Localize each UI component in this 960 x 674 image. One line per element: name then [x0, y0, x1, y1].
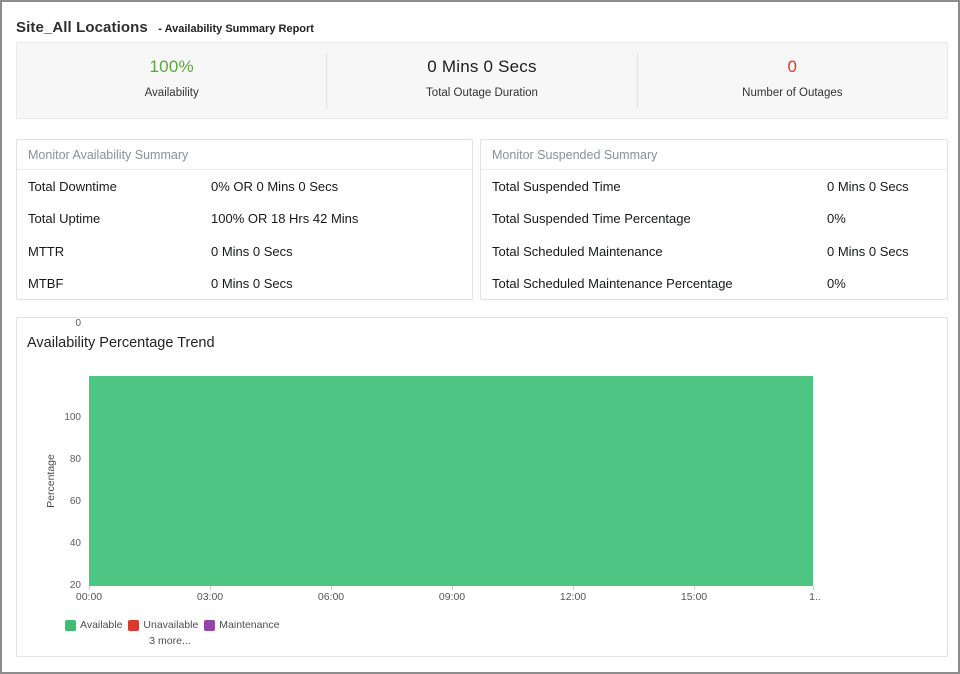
panel-body: Total Suspended Time 0 Mins 0 Secs Total…: [481, 170, 947, 300]
row-value: 0%: [827, 276, 846, 292]
panel-title: Monitor Suspended Summary: [481, 140, 947, 170]
x-tick-label: 12:00: [559, 591, 587, 603]
legend-item-maintenance[interactable]: Maintenance: [204, 619, 279, 631]
page-title: Site_All Locations: [16, 19, 148, 36]
table-row: Total Suspended Time Percentage 0%: [492, 203, 936, 236]
x-tick-label: 15:00: [680, 591, 708, 603]
x-tick-mark: [210, 586, 211, 590]
y-tick-label: 0: [75, 318, 81, 329]
unavailable-swatch-icon: [128, 619, 140, 631]
panel-title: Monitor Availability Summary: [17, 140, 472, 170]
availability-trend-panel: Availability Percentage Trend Percentage…: [16, 317, 948, 657]
outage-count-card: 0 Number of Outages: [638, 43, 947, 118]
availability-card: 100% Availability: [17, 43, 326, 118]
chart-plot-area[interactable]: [89, 376, 813, 586]
outage-count-label: Number of Outages: [742, 87, 843, 99]
x-tick-label: 1..: [809, 591, 821, 603]
row-value: 0 Mins 0 Secs: [211, 276, 293, 292]
legend-item-available[interactable]: Available: [65, 619, 122, 631]
chart-legend: Available Unavailable Maintenance: [65, 619, 279, 631]
chart-title: Availability Percentage Trend: [27, 335, 215, 351]
summary-strip: 100% Availability 0 Mins 0 Secs Total Ou…: [16, 42, 948, 119]
y-tick-label: 60: [69, 496, 81, 507]
row-value: 100% OR 18 Hrs 42 Mins: [211, 211, 359, 227]
legend-label: Available: [80, 619, 123, 631]
row-value: 0 Mins 0 Secs: [211, 243, 293, 259]
row-label: Total Uptime: [28, 211, 101, 227]
row-label: Total Suspended Time: [492, 178, 621, 194]
x-tick-label: 00:00: [75, 591, 103, 603]
monitor-suspended-summary-panel: Monitor Suspended Summary Total Suspende…: [480, 139, 948, 300]
card-divider: [636, 52, 638, 109]
x-tick-mark: [813, 586, 814, 590]
row-label: Total Scheduled Maintenance Percentage: [492, 276, 733, 292]
x-tick-label: 03:00: [196, 591, 224, 603]
x-tick-label: 06:00: [317, 591, 345, 603]
outage-duration-label: Total Outage Duration: [426, 87, 538, 99]
table-row: MTTR 0 Mins 0 Secs: [28, 235, 461, 268]
report-header: Site_All Locations - Availability Summar…: [16, 19, 314, 37]
panel-body: Total Downtime 0% OR 0 Mins 0 Secs Total…: [17, 170, 472, 300]
table-row: Total Scheduled Maintenance 0 Mins 0 Sec…: [492, 235, 936, 268]
availability-label: Availability: [144, 87, 199, 99]
legend-item-unavailable[interactable]: Unavailable: [128, 619, 198, 631]
table-row: Total Suspended Time 0 Mins 0 Secs: [492, 170, 936, 203]
x-tick-mark: [452, 586, 453, 590]
page-subtitle: - Availability Summary Report: [158, 23, 314, 35]
legend-more-link[interactable]: 3 more...: [149, 635, 191, 647]
row-label: MTBF: [28, 276, 64, 292]
row-label: Total Suspended Time Percentage: [492, 211, 691, 227]
row-value: 0%: [827, 211, 846, 227]
outage-duration-card: 0 Mins 0 Secs Total Outage Duration: [327, 43, 636, 118]
table-row: Total Downtime 0% OR 0 Mins 0 Secs: [28, 170, 461, 203]
row-label: MTTR: [28, 243, 65, 259]
monitor-availability-summary-panel: Monitor Availability Summary Total Downt…: [16, 139, 473, 300]
maintenance-swatch-icon: [204, 619, 216, 631]
y-tick-label: 80: [69, 454, 81, 465]
x-tick-mark: [89, 586, 90, 590]
y-tick-label: 100: [64, 412, 81, 423]
row-value: 0 Mins 0 Secs: [827, 243, 909, 259]
legend-label: Unavailable: [143, 619, 199, 631]
x-tick-label: 09:00: [438, 591, 466, 603]
available-swatch-icon: [65, 619, 76, 631]
x-tick-mark: [573, 586, 574, 590]
availability-value: 100%: [149, 57, 194, 76]
y-tick-label: 40: [69, 538, 81, 549]
legend-label: Maintenance: [219, 619, 280, 631]
outage-duration-value: 0 Mins 0 Secs: [427, 57, 537, 76]
outage-count-value: 0: [787, 57, 798, 76]
row-value: 0% OR 0 Mins 0 Secs: [211, 178, 339, 194]
row-value: 0 Mins 0 Secs: [827, 178, 909, 194]
table-row: MTBF 0 Mins 0 Secs: [28, 268, 461, 301]
y-tick-label: 20: [69, 580, 81, 591]
row-label: Total Scheduled Maintenance: [492, 243, 663, 259]
x-tick-mark: [331, 586, 332, 590]
table-row: Total Scheduled Maintenance Percentage 0…: [492, 268, 936, 301]
x-tick-mark: [694, 586, 695, 590]
card-divider: [326, 52, 328, 109]
available-area-series: [89, 376, 813, 586]
row-label: Total Downtime: [28, 178, 117, 194]
table-row: Total Uptime 100% OR 18 Hrs 42 Mins: [28, 203, 461, 236]
